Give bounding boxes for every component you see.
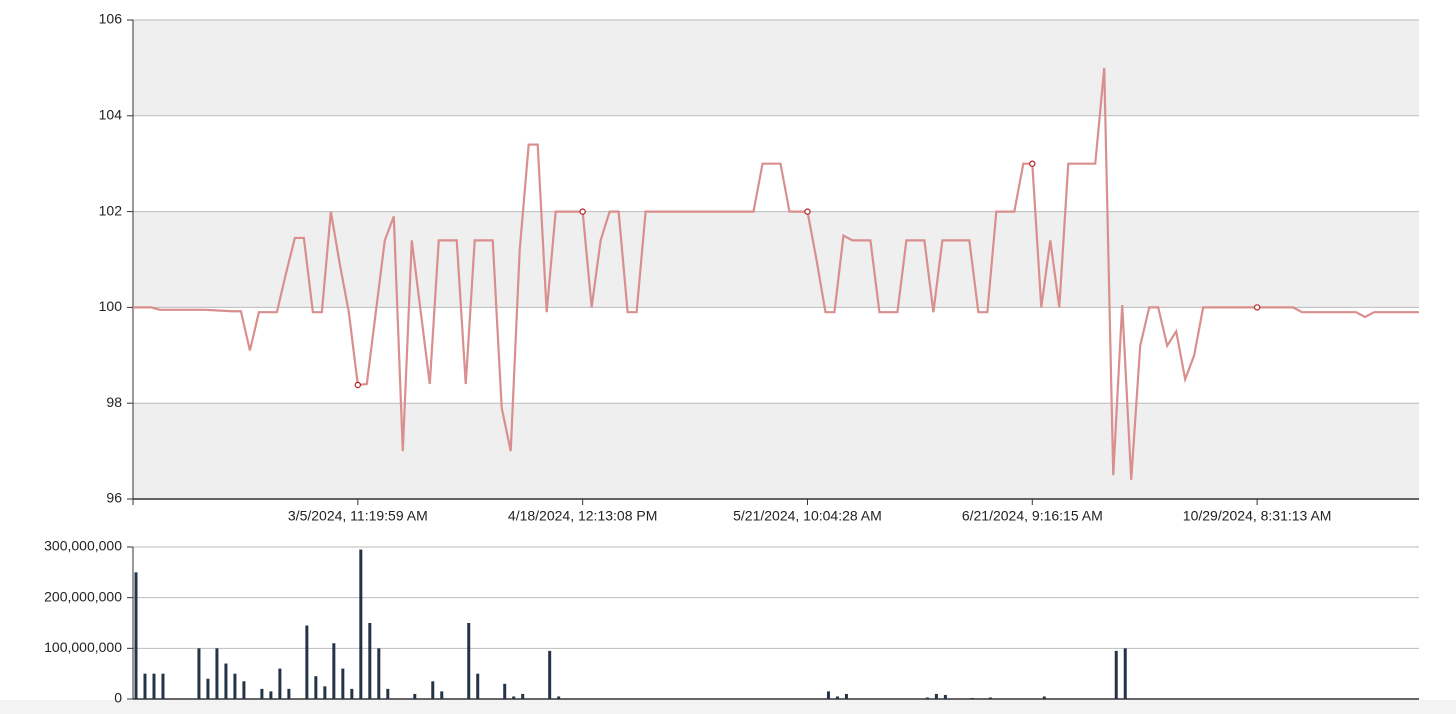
volume-bar	[386, 688, 390, 699]
volume-bar	[215, 648, 219, 699]
volume-bar	[134, 572, 138, 699]
volume-bar	[1042, 696, 1046, 699]
volume-bar	[359, 549, 363, 699]
volume-bar	[431, 681, 435, 699]
volume-bar	[287, 688, 291, 699]
volume-bar	[826, 691, 830, 699]
volume-bar	[269, 691, 273, 699]
y-tick-label: 98	[106, 394, 122, 410]
grid-band	[133, 20, 1419, 116]
volume-bar	[143, 673, 147, 699]
volume-bar	[332, 643, 336, 699]
volume-bar	[305, 625, 309, 699]
volume-bar	[943, 694, 947, 699]
volume-bar	[1123, 648, 1127, 699]
volume-bar	[152, 673, 156, 699]
y-tick-label: 0	[114, 690, 122, 706]
volume-bar	[476, 673, 480, 699]
volume-bar	[988, 697, 992, 699]
volume-bar	[278, 668, 282, 699]
y-tick-label: 102	[99, 202, 123, 218]
y-tick-label: 100	[99, 298, 123, 314]
volume-bar	[1114, 650, 1118, 699]
y-tick-label: 104	[99, 107, 123, 123]
volume-bar	[512, 696, 516, 699]
volume-bar	[835, 696, 839, 699]
volume-bar	[341, 668, 345, 699]
volume-bar	[206, 678, 210, 699]
point-marker	[804, 208, 811, 215]
volume-bar	[368, 623, 372, 699]
y-tick-label: 200,000,000	[44, 588, 122, 604]
y-tick-label: 96	[106, 490, 122, 506]
volume-bar	[242, 681, 246, 699]
volume-bar	[521, 693, 525, 699]
y-tick-label: 300,000,000	[44, 538, 122, 554]
volume-bar	[467, 623, 471, 699]
x-tick-label: 10/29/2024, 8:31:13 AM	[1183, 508, 1332, 524]
x-tick-label: 6/21/2024, 9:16:15 AM	[962, 508, 1103, 524]
volume-bar	[314, 676, 318, 699]
point-marker	[1253, 304, 1261, 311]
point-marker	[1029, 160, 1036, 167]
point-marker	[354, 381, 362, 389]
volume-bar	[323, 686, 327, 699]
volume-bar	[844, 693, 848, 699]
y-tick-label: 100,000,000	[44, 639, 122, 655]
x-tick-label: 5/21/2024, 10:04:28 AM	[733, 508, 882, 524]
grid-band	[133, 403, 1419, 499]
volume-bar	[548, 650, 552, 699]
volume-bar	[224, 663, 228, 699]
grid-band	[133, 211, 1419, 308]
volume-bar	[350, 688, 354, 699]
volume-bar	[503, 683, 507, 699]
volume-bar	[197, 648, 201, 699]
volume-bar	[233, 673, 237, 699]
volume-bar	[440, 691, 444, 699]
volume-bar	[413, 693, 417, 699]
volume-bar	[557, 696, 561, 699]
volume-bar	[925, 697, 929, 699]
volume-bar	[934, 693, 938, 699]
y-tick-label: 106	[99, 11, 123, 27]
x-tick-label: 4/18/2024, 12:13:08 PM	[508, 508, 657, 524]
volume-bar	[970, 697, 974, 699]
x-tick-label: 3/5/2024, 11:19:59 AM	[288, 508, 428, 524]
volume-bar	[260, 688, 264, 699]
price-line	[133, 67, 1419, 480]
volume-bar	[377, 648, 381, 699]
point-marker	[579, 208, 586, 215]
volume-bar	[161, 673, 165, 699]
page-strip	[0, 700, 1456, 714]
